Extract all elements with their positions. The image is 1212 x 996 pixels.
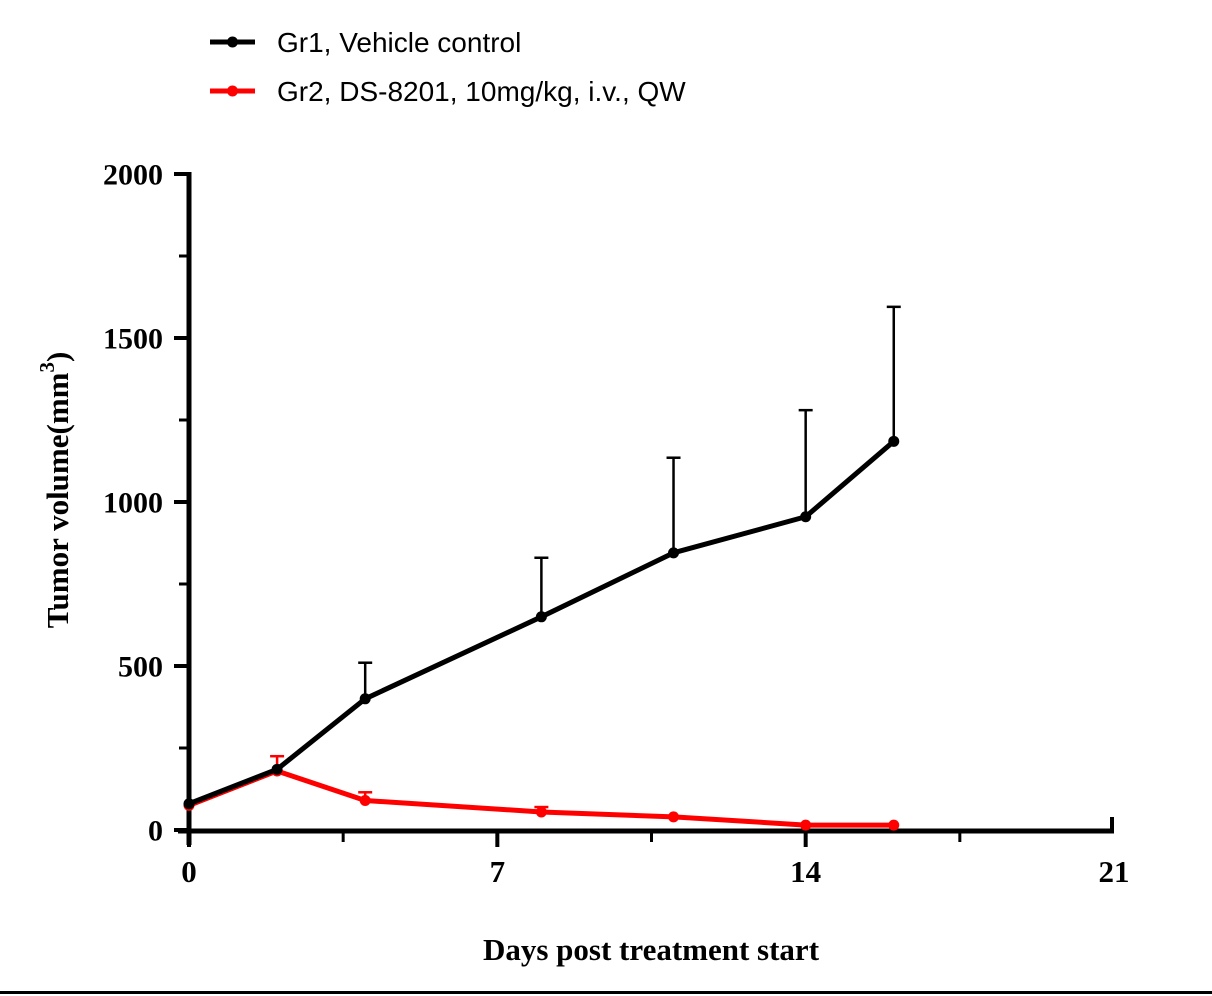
- y-tick-label: 500: [118, 651, 163, 684]
- y-tick-label: 0: [148, 815, 163, 848]
- series-gr1: [183, 305, 901, 810]
- series-gr2-point: [359, 794, 371, 806]
- legend-label-gr2: Gr2, DS-8201, 10mg/kg, i.v., QW: [277, 76, 686, 107]
- x-tick-label: 14: [790, 854, 821, 889]
- x-axis-title: Days post treatment start: [483, 932, 820, 967]
- series-gr2-point: [800, 819, 812, 831]
- legend-label-gr1: Gr1, Vehicle control: [277, 27, 521, 58]
- x-tick-label: 7: [490, 854, 506, 889]
- series-gr2: [183, 754, 900, 831]
- series-gr1-line: [186, 438, 897, 807]
- series-gr1-point: [183, 798, 195, 810]
- legend-marker-icon-gr2: [227, 85, 238, 97]
- series-gr1-point: [271, 763, 283, 775]
- legend-marker-icon-gr1: [227, 36, 238, 48]
- y-axis-title-main: Tumor volume(mm: [40, 372, 75, 628]
- series-gr2-point: [888, 819, 900, 831]
- y-axis-title: Tumor volume(mm3): [35, 352, 75, 629]
- series-gr1-point: [800, 511, 812, 523]
- series-gr2-point: [668, 811, 680, 823]
- y-axis-title-end: ): [40, 352, 75, 362]
- y-tick-label: 1000: [103, 487, 163, 520]
- y-tick-label: 1500: [103, 323, 163, 356]
- legend: Gr1, Vehicle control Gr2, DS-8201, 10mg/…: [210, 27, 686, 107]
- series-gr1-point: [535, 611, 547, 623]
- series-gr2-point: [535, 806, 547, 818]
- x-tick-label: 0: [181, 854, 197, 889]
- y-axis-title-superscript: 3: [35, 362, 59, 373]
- page-bottom-border: [0, 991, 1212, 994]
- y-tick-label: 2000: [103, 159, 163, 192]
- x-tick-label: 21: [1099, 854, 1130, 889]
- series-gr1-point: [668, 547, 680, 559]
- series-gr1-point: [888, 435, 900, 447]
- plot-area: 0 500 1000 1500 2000 0 7 14 21: [103, 159, 1130, 890]
- series-gr1-point: [359, 693, 371, 705]
